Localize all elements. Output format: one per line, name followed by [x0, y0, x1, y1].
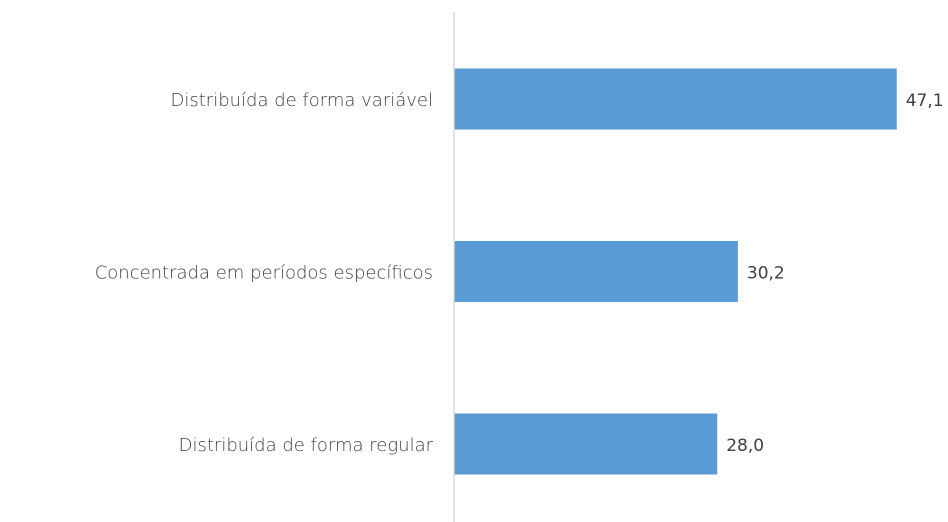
category-label: Distribuída de forma variável — [171, 90, 434, 111]
bar — [454, 68, 897, 130]
value-label: 30,2 — [747, 264, 785, 284]
value-label: 47,1 — [906, 91, 944, 111]
category-label: Concentrada em períodos específicos — [95, 263, 433, 284]
value-label: 28,0 — [726, 436, 764, 456]
bar — [454, 413, 718, 475]
bar — [454, 241, 738, 302]
category-label: Distribuída de forma regular — [179, 435, 434, 456]
